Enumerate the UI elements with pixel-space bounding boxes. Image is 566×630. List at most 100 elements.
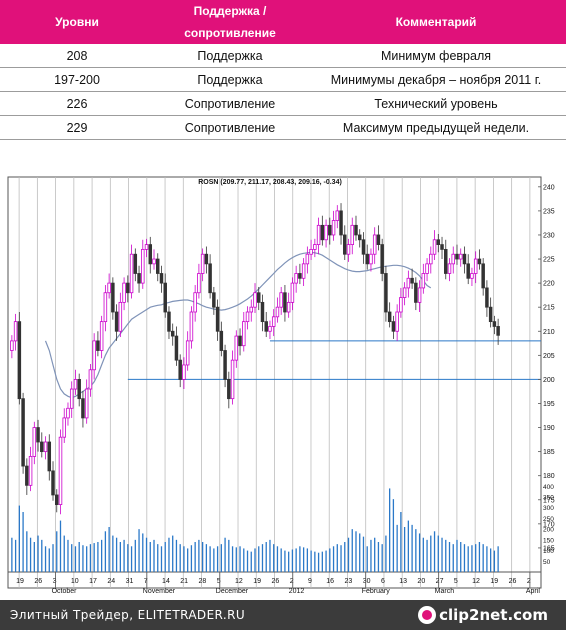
candle-body: [440, 244, 444, 250]
candle: [414, 277, 418, 311]
candle-body: [492, 321, 497, 327]
footer-bar: Элитный Трейдер, ELITETRADER.RU clip2net…: [0, 600, 566, 630]
candle-body: [387, 311, 392, 323]
candle: [55, 489, 59, 513]
candle-body: [324, 224, 328, 241]
candle: [473, 251, 478, 284]
candle-body: [77, 379, 81, 400]
candle-body: [290, 282, 295, 303]
candle: [301, 258, 306, 286]
candle: [275, 297, 280, 323]
candle-body: [488, 306, 493, 323]
candle-body: [384, 273, 388, 313]
candle: [410, 268, 414, 289]
candle: [496, 318, 500, 345]
x-tick-label: 21: [180, 578, 188, 585]
candle: [260, 294, 265, 332]
candle-body: [111, 282, 115, 313]
candle: [313, 238, 317, 258]
candle: [298, 263, 302, 285]
level-cell: 229: [0, 115, 154, 140]
candle-body: [55, 494, 59, 505]
candle-body: [51, 470, 55, 496]
candle: [328, 217, 332, 245]
candle-body: [58, 436, 63, 505]
price-tick-label: 240: [543, 184, 555, 191]
candle-body: [96, 340, 100, 351]
candle-body: [227, 379, 231, 400]
candle-body: [466, 263, 470, 279]
candle-body: [73, 379, 78, 390]
candle: [28, 446, 33, 492]
candle: [245, 306, 250, 330]
candle: [73, 369, 78, 395]
candle: [25, 458, 29, 495]
candle-body: [197, 273, 201, 294]
candle: [309, 239, 313, 260]
candle-body: [425, 263, 429, 274]
month-label: December: [216, 588, 249, 595]
x-tick-label: 7: [144, 578, 148, 585]
candle: [69, 381, 74, 418]
candle: [103, 285, 108, 332]
candle: [492, 315, 497, 335]
candle-body: [242, 321, 246, 347]
x-tick-label: 10: [71, 578, 79, 585]
candle: [227, 371, 231, 409]
candle: [462, 246, 467, 274]
volume-tick-label: 150: [543, 537, 554, 544]
candle-body: [28, 456, 33, 486]
candle-body: [357, 234, 362, 241]
x-tick-label: 5: [217, 578, 221, 585]
candle: [399, 287, 403, 318]
candle-body: [163, 282, 167, 313]
x-tick-label: 19: [253, 578, 261, 585]
candle-body: [294, 273, 298, 284]
candle: [40, 432, 44, 458]
type-cell: Сопротивление: [154, 115, 306, 140]
candle: [429, 246, 433, 274]
header-levels: Уровни: [0, 0, 154, 44]
candle: [320, 215, 325, 246]
candle-body: [399, 297, 403, 313]
candle-body: [369, 253, 373, 265]
candle-body: [346, 244, 351, 255]
candle-body: [429, 253, 433, 265]
candle-body: [313, 244, 317, 250]
candle-body: [286, 301, 291, 313]
comment-cell: Максимум предыдущей недели.: [306, 115, 566, 140]
candle: [346, 238, 351, 262]
candle: [238, 328, 242, 356]
candle: [88, 364, 93, 397]
candle-body: [40, 441, 44, 453]
brand-logo[interactable]: clip2net.com: [418, 605, 548, 625]
candle-body: [331, 220, 336, 236]
candle-body: [249, 306, 254, 313]
candle: [369, 248, 373, 272]
candle: [51, 461, 55, 501]
candle-body: [25, 465, 29, 486]
candle: [111, 277, 115, 320]
candle-body: [406, 277, 411, 289]
candle: [230, 350, 235, 405]
candle: [129, 244, 134, 299]
candle-body: [451, 253, 455, 265]
candle-body: [316, 224, 321, 245]
candle: [324, 219, 328, 248]
candle-body: [141, 249, 145, 284]
candle-body: [320, 224, 325, 241]
candle-body: [458, 253, 463, 260]
candle-body: [455, 253, 459, 260]
candle-body: [473, 258, 478, 274]
price-tick-label: 215: [543, 305, 555, 312]
x-tick-label: 26: [509, 578, 517, 585]
header-support-resistance: Поддержка / сопротивление: [154, 0, 306, 44]
candle-body: [88, 369, 93, 390]
candle-body: [114, 311, 119, 332]
candle-body: [343, 234, 347, 255]
candle: [440, 236, 444, 260]
candle: [249, 299, 254, 322]
candle: [118, 292, 123, 338]
candle: [174, 326, 179, 366]
price-tick-label: 185: [543, 449, 555, 456]
